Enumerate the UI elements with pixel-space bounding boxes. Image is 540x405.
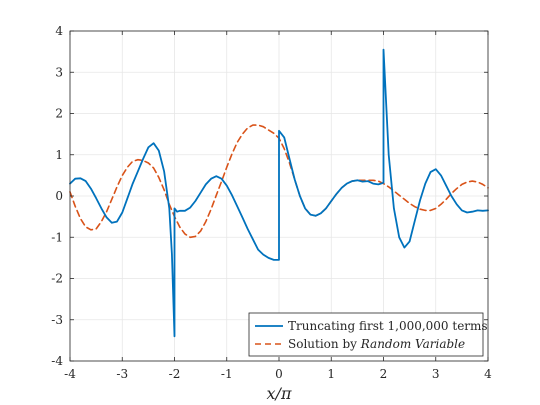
legend-label-solution-prefix: Solution by (288, 337, 357, 351)
series-line-truncated (69, 48, 489, 338)
y-tick-label: 0 (55, 189, 63, 203)
x-tick-label: 2 (380, 367, 388, 381)
y-tick-label: 4 (55, 24, 63, 38)
x-tick-label: -3 (116, 367, 128, 381)
y-tick-label: 1 (55, 148, 63, 162)
legend-box (248, 312, 484, 357)
y-tick-label: 3 (55, 65, 63, 79)
y-tick-label: -2 (51, 272, 63, 286)
tick-labels: -4 -3 -2 -1 0 1 2 3 4 -4 -3 -2 -1 0 1 2 3 4 (51, 24, 492, 381)
x-tick-label: 3 (432, 367, 440, 381)
legend: Truncating first 1,000,000 terms Solutio… (248, 312, 488, 357)
y-tick-label: -3 (51, 313, 63, 327)
x-tick-label: -1 (221, 367, 233, 381)
y-tick-label: 2 (55, 107, 63, 121)
legend-label-solution: Solution by Random Variable (288, 337, 465, 351)
x-tick-label: 0 (275, 367, 283, 381)
axis-ticks (69, 30, 489, 362)
x-tick-label: -4 (64, 367, 76, 381)
x-axis-label: x/π (267, 384, 292, 403)
legend-label-solution-emphasis: Random Variable (360, 337, 465, 351)
series-layer (69, 48, 489, 338)
x-tick-label: -2 (169, 367, 181, 381)
y-tick-label: -1 (51, 230, 63, 244)
x-tick-label: 4 (484, 367, 492, 381)
y-tick-label: -4 (51, 354, 63, 368)
legend-label-truncated: Truncating first 1,000,000 terms (288, 319, 488, 333)
x-tick-label: 1 (327, 367, 335, 381)
